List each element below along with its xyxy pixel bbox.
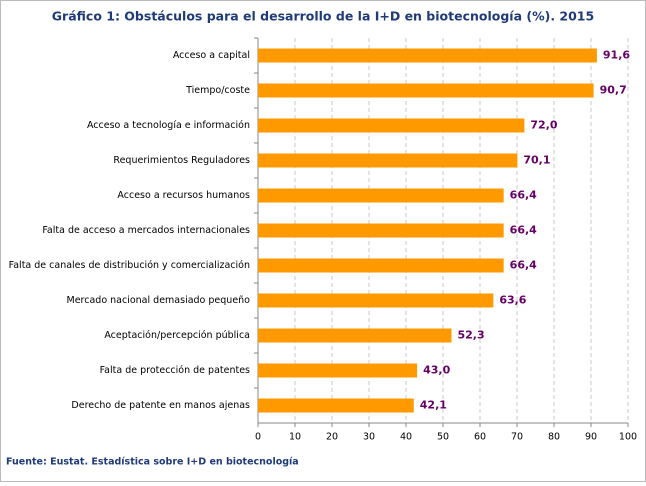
- y-tick-label: Derecho de patente en manos ajenas: [71, 400, 250, 411]
- y-tick-label: Acceso a capital: [173, 50, 250, 61]
- y-tick-label: Mercado nacional demasiado pequeño: [67, 295, 251, 306]
- value-label: 66,4: [510, 224, 537, 237]
- bar: [258, 258, 504, 273]
- bar: [258, 83, 594, 98]
- y-tick-label: Acceso a tecnología e información: [87, 120, 250, 131]
- bar: [258, 118, 525, 133]
- value-label: 90,7: [600, 84, 627, 97]
- value-label: 66,4: [510, 259, 537, 272]
- value-label: 70,1: [523, 154, 550, 167]
- x-tick-label: 20: [326, 432, 338, 443]
- bar: [258, 293, 494, 308]
- bar: [258, 363, 418, 378]
- chart-title: Gráfico 1: Obstáculos para el desarrollo…: [52, 9, 594, 24]
- x-tick-label: 100: [619, 432, 637, 443]
- bar: [258, 188, 504, 203]
- value-label: 66,4: [510, 189, 537, 202]
- x-tick-label: 70: [511, 432, 523, 443]
- x-tick-label: 80: [548, 432, 560, 443]
- x-tick-label: 50: [437, 432, 449, 443]
- x-tick-label: 30: [363, 432, 375, 443]
- x-tick-label: 40: [400, 432, 412, 443]
- x-tick-label: 10: [289, 432, 301, 443]
- y-tick-label: Requerimientos Reguladores: [113, 155, 250, 166]
- y-tick-label: Falta de protección de patentes: [100, 365, 250, 376]
- y-tick-label: Falta de canales de distribución y comer…: [9, 260, 250, 271]
- source-note: Fuente: Eustat. Estadística sobre I+D en…: [6, 457, 299, 468]
- x-tick-label: 60: [474, 432, 486, 443]
- bar: [258, 223, 504, 238]
- bar: [258, 398, 414, 413]
- bar: [258, 153, 518, 168]
- y-tick-label: Falta de acceso a mercados internacional…: [42, 225, 250, 236]
- bar: [258, 328, 452, 343]
- value-label: 43,0: [423, 364, 450, 377]
- value-label: 42,1: [420, 399, 447, 412]
- y-tick-label: Aceptación/percepción pública: [104, 330, 250, 341]
- x-tick-label: 90: [585, 432, 597, 443]
- y-tick-label: Tiempo/coste: [185, 85, 250, 96]
- bar: [258, 48, 597, 63]
- value-label: 63,6: [499, 294, 526, 307]
- y-tick-label: Acceso a recursos humanos: [117, 190, 250, 201]
- value-label: 52,3: [458, 329, 485, 342]
- x-tick-label: 0: [255, 432, 261, 443]
- value-label: 72,0: [530, 119, 557, 132]
- value-label: 91,6: [603, 49, 630, 62]
